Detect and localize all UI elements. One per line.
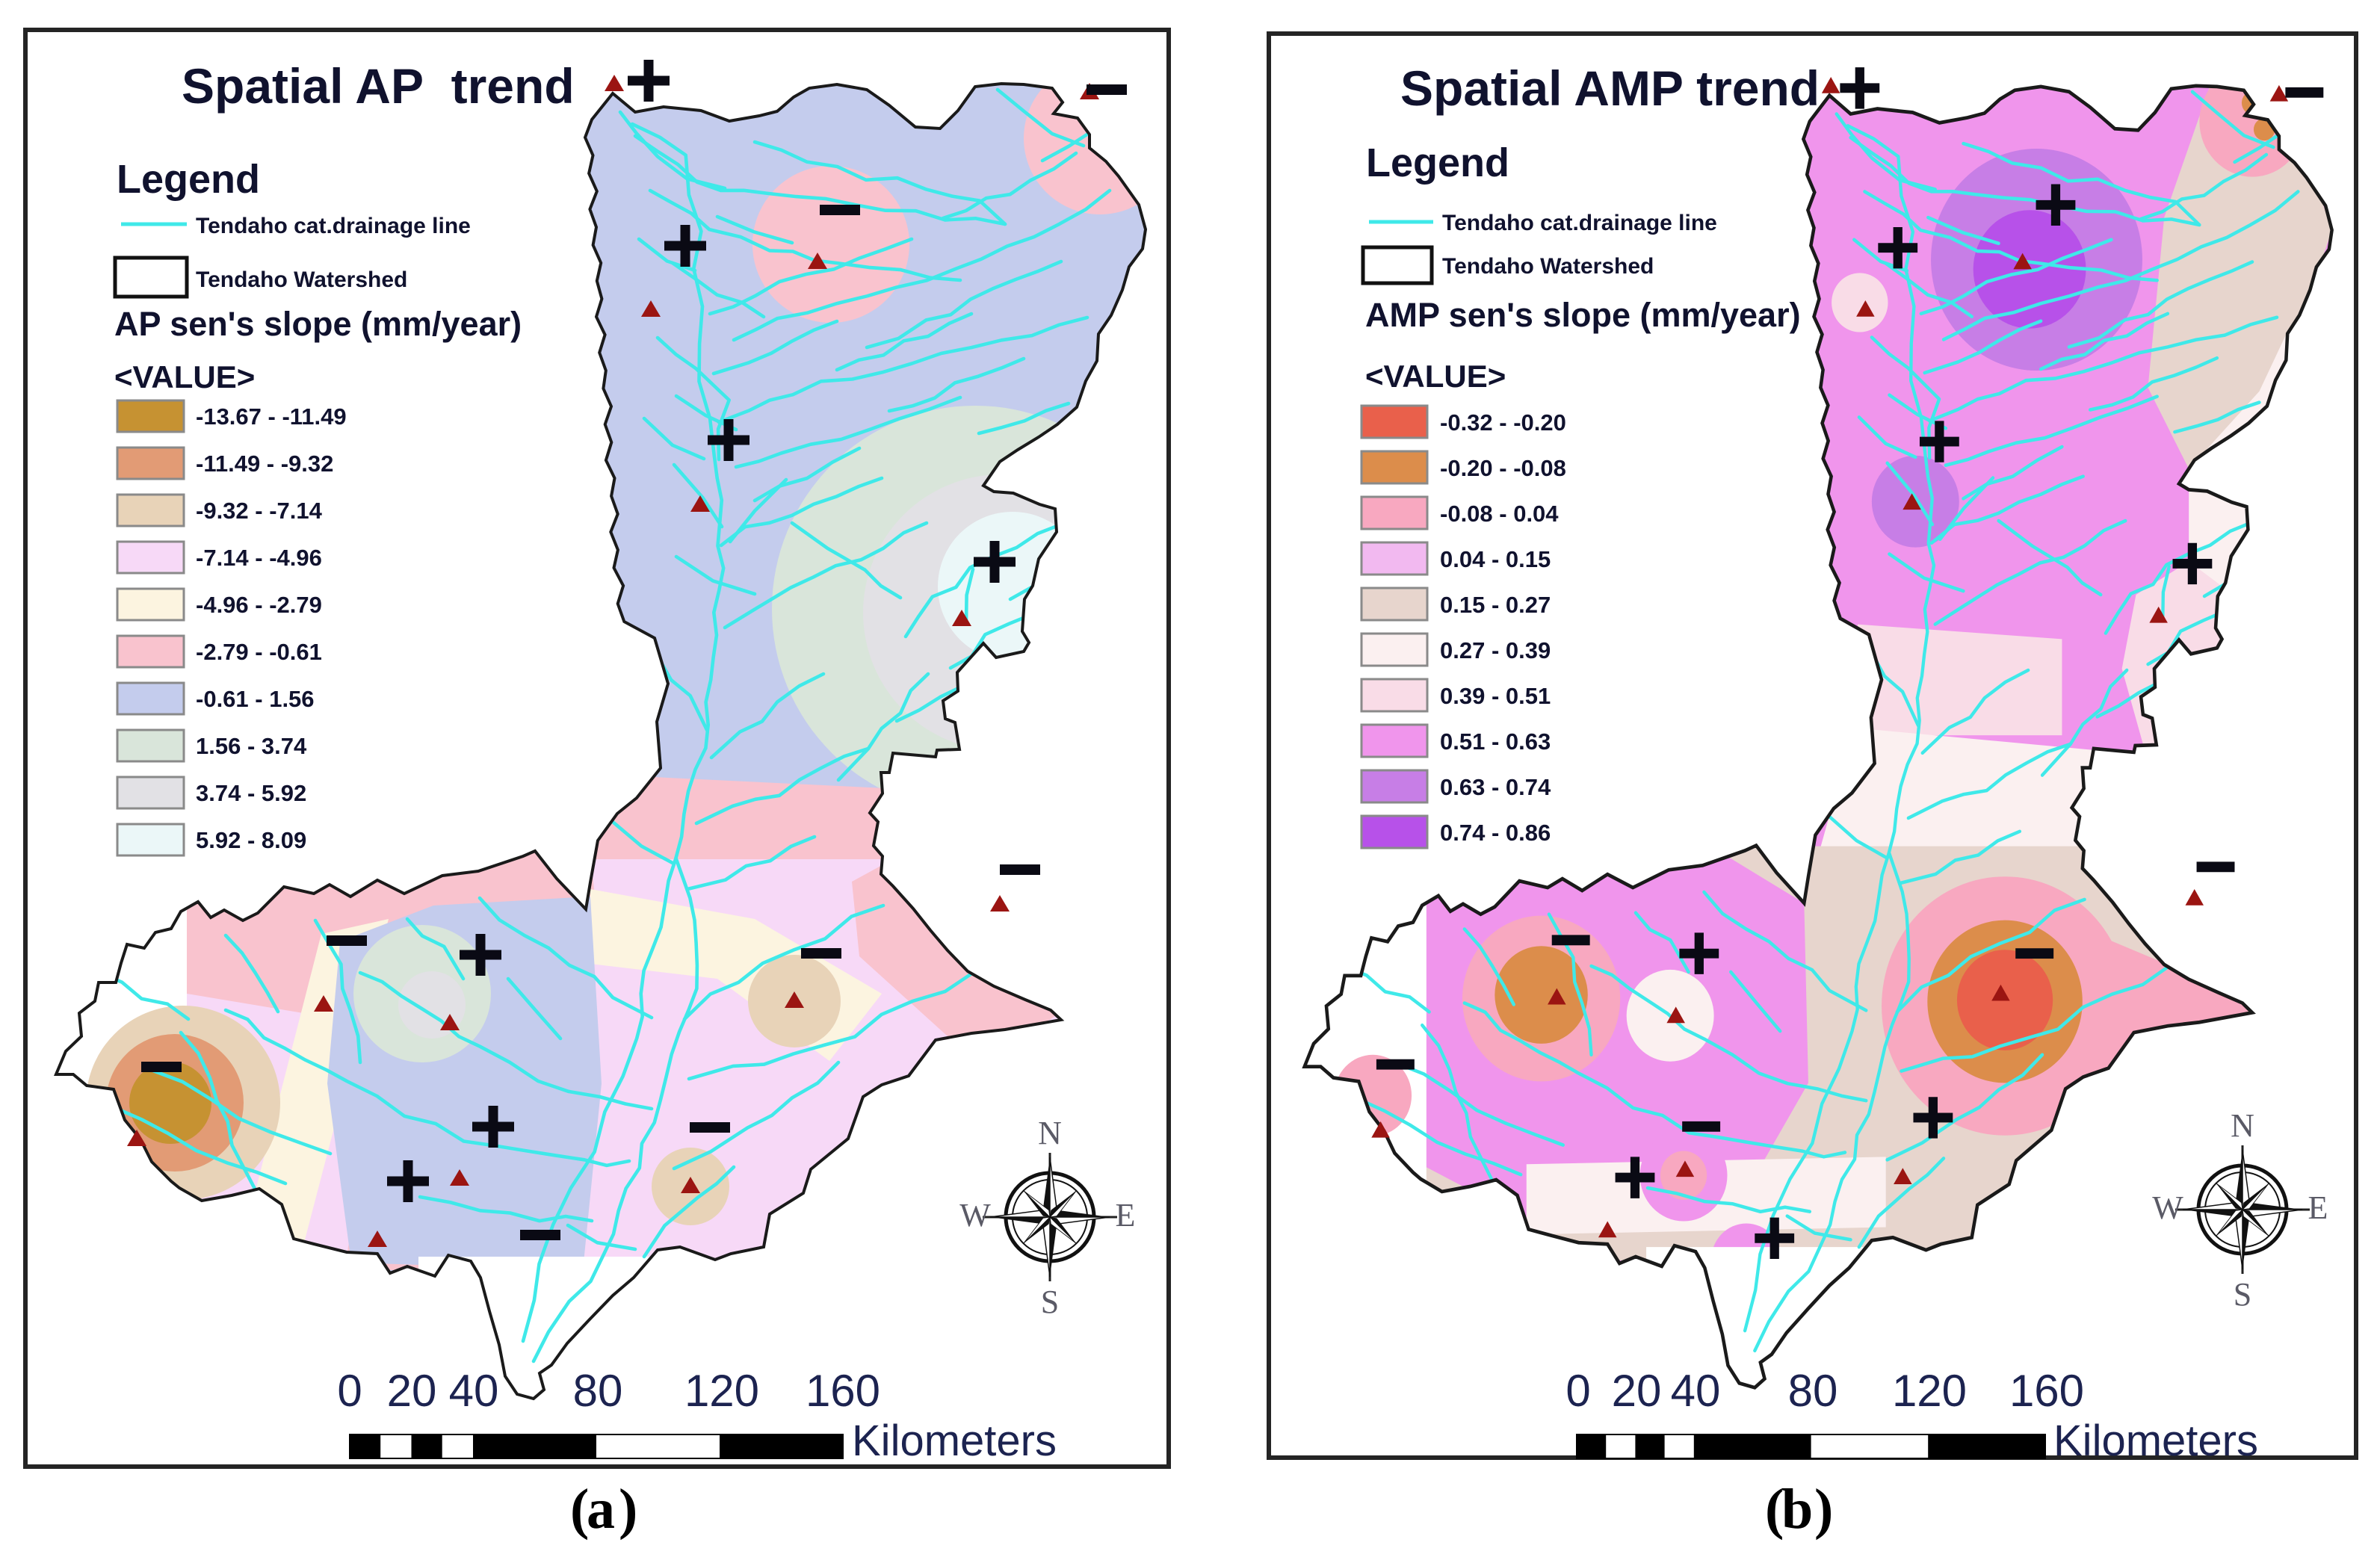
svg-text:-0.20 - -0.08: -0.20 - -0.08 bbox=[1440, 455, 1566, 481]
svg-text:): ) bbox=[619, 1478, 637, 1541]
svg-text:80: 80 bbox=[1788, 1366, 1838, 1416]
svg-text:160: 160 bbox=[806, 1366, 880, 1416]
svg-text:0.74 - 0.86: 0.74 - 0.86 bbox=[1440, 820, 1551, 846]
svg-text:Spatial AMP trend: Spatial AMP trend bbox=[1400, 61, 1820, 116]
svg-text:0: 0 bbox=[337, 1366, 362, 1416]
svg-text:-7.14 - -4.96: -7.14 - -4.96 bbox=[196, 545, 322, 571]
svg-text:AP sen's slope (mm/year): AP sen's slope (mm/year) bbox=[114, 305, 522, 343]
svg-text:-9.32 - -7.14: -9.32 - -7.14 bbox=[196, 498, 323, 524]
svg-text:120: 120 bbox=[1892, 1366, 1967, 1416]
svg-text:Spatial AP trend: Spatial AP trend bbox=[182, 58, 575, 114]
svg-text:b: b bbox=[1781, 1478, 1813, 1541]
svg-text:<VALUE>: <VALUE> bbox=[114, 359, 255, 394]
svg-text:1.56 - 3.74: 1.56 - 3.74 bbox=[196, 733, 307, 759]
svg-text:Tendaho Watershed: Tendaho Watershed bbox=[1442, 254, 1654, 279]
svg-text:Kilometers: Kilometers bbox=[852, 1417, 1057, 1465]
svg-text:Legend: Legend bbox=[1366, 140, 1509, 185]
svg-text:20: 20 bbox=[1612, 1366, 1662, 1416]
svg-text:0.63 - 0.74: 0.63 - 0.74 bbox=[1440, 774, 1551, 800]
svg-text:-0.61 - 1.56: -0.61 - 1.56 bbox=[196, 686, 315, 712]
svg-text:a: a bbox=[587, 1478, 615, 1541]
svg-text:(: ( bbox=[1765, 1478, 1784, 1541]
svg-text:-4.96 - -2.79: -4.96 - -2.79 bbox=[196, 592, 322, 618]
svg-text:AMP sen's slope (mm/year): AMP sen's slope (mm/year) bbox=[1365, 296, 1801, 334]
svg-text:0.51 - 0.63: 0.51 - 0.63 bbox=[1440, 728, 1551, 755]
svg-text:Legend: Legend bbox=[117, 157, 260, 202]
svg-text:40: 40 bbox=[1671, 1366, 1721, 1416]
svg-text:160: 160 bbox=[2009, 1366, 2084, 1416]
svg-text:-0.32 - -0.20: -0.32 - -0.20 bbox=[1440, 409, 1566, 436]
svg-text:-11.49 - -9.32: -11.49 - -9.32 bbox=[196, 451, 333, 477]
svg-text:<VALUE>: <VALUE> bbox=[1365, 359, 1506, 394]
svg-text:120: 120 bbox=[684, 1366, 759, 1416]
svg-text:-2.79 - -0.61: -2.79 - -0.61 bbox=[196, 639, 322, 665]
svg-text:Tendaho Watershed: Tendaho Watershed bbox=[196, 267, 407, 292]
svg-text:Tendaho cat.drainage line: Tendaho cat.drainage line bbox=[196, 214, 471, 238]
svg-text:): ) bbox=[1814, 1478, 1833, 1541]
svg-text:5.92 - 8.09: 5.92 - 8.09 bbox=[196, 827, 306, 853]
svg-text:-13.67 - -11.49: -13.67 - -11.49 bbox=[196, 403, 347, 430]
svg-text:3.74 - 5.92: 3.74 - 5.92 bbox=[196, 780, 306, 806]
svg-text:0: 0 bbox=[1565, 1366, 1590, 1416]
svg-text:Tendaho cat.drainage line: Tendaho cat.drainage line bbox=[1442, 211, 1717, 235]
svg-text:20: 20 bbox=[387, 1366, 437, 1416]
svg-text:40: 40 bbox=[449, 1366, 499, 1416]
svg-text:0.04 - 0.15: 0.04 - 0.15 bbox=[1440, 546, 1551, 572]
svg-text:0.39 - 0.51: 0.39 - 0.51 bbox=[1440, 683, 1551, 709]
svg-text:0.27 - 0.39: 0.27 - 0.39 bbox=[1440, 637, 1551, 663]
svg-text:(: ( bbox=[570, 1478, 589, 1541]
svg-text:0.15 - 0.27: 0.15 - 0.27 bbox=[1440, 592, 1551, 618]
svg-text:80: 80 bbox=[573, 1366, 623, 1416]
svg-text:Kilometers: Kilometers bbox=[2053, 1417, 2258, 1465]
svg-text:-0.08 - 0.04: -0.08 - 0.04 bbox=[1440, 501, 1559, 527]
